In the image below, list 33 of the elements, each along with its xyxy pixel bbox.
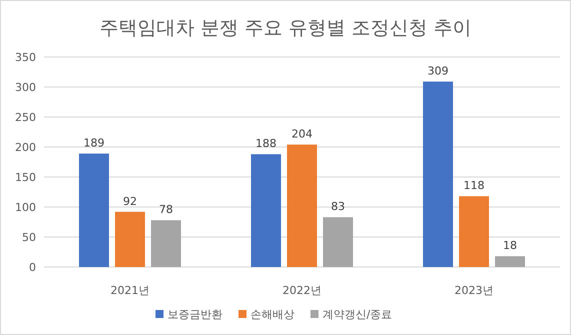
data-label: 309 <box>428 64 448 78</box>
bar <box>323 217 353 267</box>
data-label: 18 <box>503 239 517 252</box>
legend-label: 보증금반환 <box>168 308 222 321</box>
data-label: 78 <box>159 203 173 216</box>
data-label: 188 <box>256 137 276 150</box>
bar <box>115 212 145 267</box>
y-tick-label: 300 <box>15 81 36 94</box>
data-label: 189 <box>84 136 104 150</box>
x-tick-label: 2023년 <box>454 284 494 297</box>
y-tick-label: 0 <box>29 261 36 274</box>
bar <box>79 154 109 267</box>
chart-title: 주택임대차 분쟁 주요 유형별 조정신청 추이 <box>99 17 472 39</box>
data-label: 92 <box>123 194 137 208</box>
y-tick-label: 250 <box>15 111 36 124</box>
legend-label: 손해배상 <box>250 308 294 321</box>
bar <box>459 196 489 267</box>
bar <box>251 154 281 267</box>
bar <box>287 144 317 267</box>
bar <box>423 82 453 267</box>
y-tick-label: 150 <box>15 171 36 184</box>
data-label: 204 <box>292 128 312 141</box>
y-tick-label: 50 <box>22 231 36 244</box>
legend-label: 계약갱신/종료 <box>322 308 392 321</box>
data-label: 118 <box>464 179 484 192</box>
x-tick-label: 2021년 <box>110 284 150 297</box>
y-tick-label: 100 <box>15 201 36 214</box>
bar <box>495 256 525 267</box>
data-label: 83 <box>331 200 345 214</box>
y-tick-label: 350 <box>15 51 36 64</box>
y-tick-label: 200 <box>15 141 36 154</box>
bar <box>151 220 181 267</box>
x-tick-label: 2022년 <box>282 284 322 297</box>
